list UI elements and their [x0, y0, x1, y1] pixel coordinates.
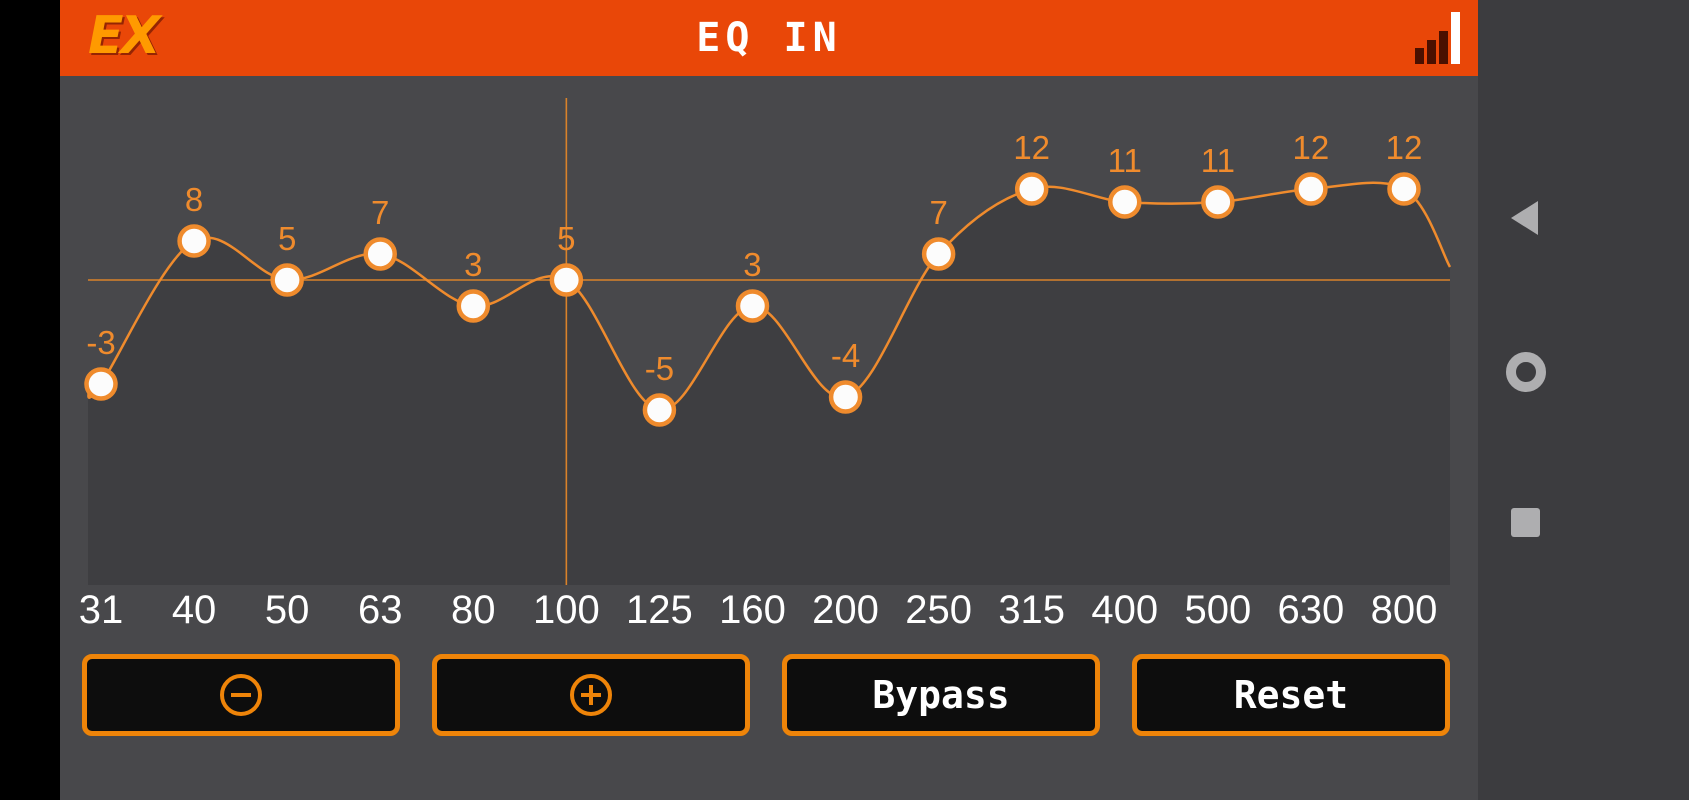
minus-circle-icon	[220, 674, 262, 716]
decrease-button[interactable]	[82, 654, 400, 736]
eq-point-40[interactable]	[177, 224, 211, 258]
button-row: Bypass Reset	[60, 654, 1478, 736]
gain-value-label: 12	[1293, 129, 1330, 166]
header-bar: EX EQ IN	[60, 0, 1478, 76]
eq-point-63[interactable]	[363, 237, 397, 271]
frequency-tick-label: 315	[998, 588, 1065, 632]
gain-value-label: -3	[86, 324, 115, 361]
gain-value-label: -5	[645, 350, 674, 387]
eq-point-50[interactable]	[270, 263, 304, 297]
gain-value-label: 12	[1013, 129, 1050, 166]
eq-point-100[interactable]	[549, 263, 584, 297]
eq-point-315[interactable]	[1014, 172, 1049, 206]
frequency-tick-label: 50	[265, 588, 310, 632]
frequency-tick-label: 40	[172, 588, 217, 632]
gain-value-label: 3	[743, 246, 761, 283]
eq-point-200[interactable]	[828, 380, 863, 414]
gain-value-label: 8	[185, 181, 203, 218]
eq-point-250[interactable]	[921, 237, 956, 271]
gain-value-label: 11	[1201, 142, 1235, 179]
equalizer-app: EX EQ IN -3 31 8 40 5 50 7 63 3 80 5 100 -5 125 3 160 -4…	[60, 0, 1478, 800]
eq-point-800[interactable]	[1387, 172, 1421, 206]
frequency-tick-label: 250	[905, 588, 972, 632]
frequency-tick-label: 125	[626, 588, 693, 632]
home-icon[interactable]	[1506, 352, 1546, 392]
gain-value-label: 12	[1386, 129, 1423, 166]
bypass-button[interactable]: Bypass	[782, 654, 1100, 736]
reset-button[interactable]: Reset	[1132, 654, 1450, 736]
frequency-tick-label: 800	[1371, 588, 1438, 632]
frequency-tick-label: 31	[79, 588, 124, 632]
increase-button[interactable]	[432, 654, 750, 736]
eq-point-400[interactable]	[1108, 185, 1142, 219]
back-icon[interactable]	[1511, 201, 1538, 235]
eq-point-160[interactable]	[735, 289, 770, 323]
notch-strip	[0, 0, 60, 800]
frequency-tick-label: 160	[719, 588, 786, 632]
gain-value-label: -4	[831, 337, 860, 374]
frequency-tick-label: 100	[533, 588, 600, 632]
signal-bars-icon	[1415, 12, 1460, 64]
eq-chart[interactable]: -3 31 8 40 5 50 7 63 3 80 5 100 -5 125 3 160 -4 200 7 250 12…	[60, 76, 1478, 646]
frequency-tick-label: 630	[1278, 588, 1345, 632]
eq-point-630[interactable]	[1294, 172, 1328, 206]
page-title: EQ IN	[696, 15, 842, 61]
frequency-tick-label: 80	[451, 588, 496, 632]
eq-point-500[interactable]	[1201, 185, 1235, 219]
gain-value-label: 5	[278, 220, 296, 257]
frequency-tick-label: 500	[1184, 588, 1251, 632]
eq-area-fill	[88, 182, 1450, 585]
plus-circle-icon	[570, 674, 612, 716]
gain-value-label: 3	[464, 246, 482, 283]
recents-icon[interactable]	[1511, 508, 1540, 537]
frequency-tick-label: 400	[1091, 588, 1158, 632]
eq-point-31[interactable]	[84, 367, 118, 401]
gain-value-label: 7	[371, 194, 389, 231]
frequency-tick-label: 200	[812, 588, 879, 632]
frequency-tick-label: 63	[358, 588, 403, 632]
app-logo: EX	[88, 6, 161, 66]
eq-point-80[interactable]	[456, 289, 491, 323]
gain-value-label: 11	[1108, 142, 1142, 179]
android-nav-bar	[1478, 0, 1689, 800]
gain-value-label: 7	[929, 194, 947, 231]
gain-value-label: 5	[557, 220, 575, 257]
eq-point-125[interactable]	[642, 393, 677, 427]
